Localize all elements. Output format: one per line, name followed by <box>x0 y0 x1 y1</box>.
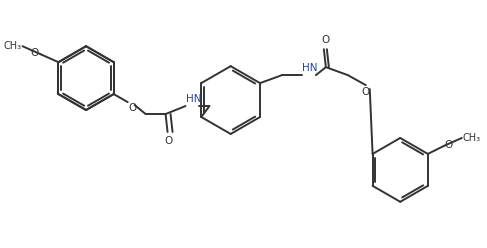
Text: O: O <box>30 48 38 58</box>
Text: O: O <box>165 136 173 146</box>
Text: O: O <box>445 140 453 150</box>
Text: CH₃: CH₃ <box>3 41 21 51</box>
Text: HN: HN <box>186 94 201 104</box>
Text: CH₃: CH₃ <box>463 133 481 143</box>
Text: O: O <box>362 87 370 97</box>
Text: HN: HN <box>302 63 318 73</box>
Text: O: O <box>322 35 330 45</box>
Text: O: O <box>129 103 137 113</box>
